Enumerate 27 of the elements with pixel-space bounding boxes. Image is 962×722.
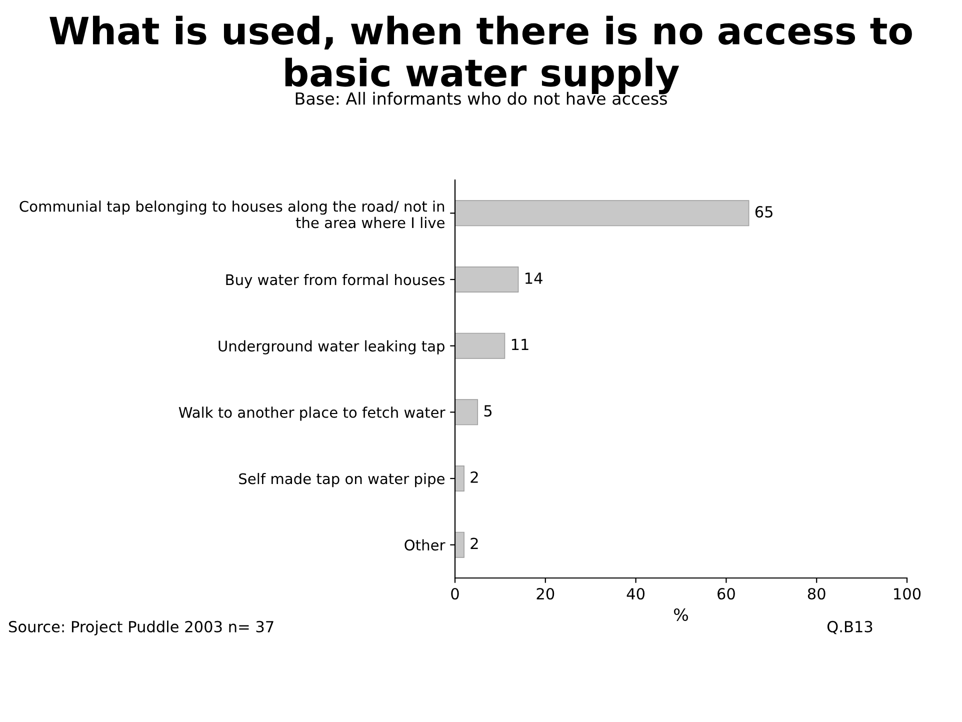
- y-tick-label: Buy water from formal houses: [226, 274, 445, 288]
- x-tick-label: 40: [626, 588, 645, 600]
- data-label: 2: [470, 471, 478, 483]
- source-note: Source: Project Puddle 2003 n= 37: [9, 620, 274, 636]
- data-label: 14: [526, 272, 542, 284]
- data-label: 11: [512, 338, 528, 350]
- y-tick-label: Self made tap on water pipe: [239, 472, 444, 488]
- x-tick-label: 80: [808, 588, 826, 600]
- y-tick-label: Communial tap belonging to houses along the road/ not in the area where I live: [20, 200, 444, 228]
- x-tick-label: 60: [718, 588, 735, 600]
- y-tick-label: Other: [404, 539, 446, 551]
- bar: [455, 332, 506, 359]
- bar: [455, 465, 464, 492]
- y-tick-label: Underground water leaking tap: [218, 340, 444, 354]
- x-tick-label: 20: [536, 588, 554, 600]
- bar: [455, 200, 750, 226]
- x-axis-title: %: [674, 608, 688, 621]
- text: Q.B13: [827, 620, 872, 634]
- bar: [455, 266, 519, 293]
- data-label: 65: [755, 206, 772, 218]
- bar: [455, 532, 464, 558]
- data-label: 5: [484, 405, 492, 417]
- x-tick-label: 0: [451, 588, 459, 600]
- y-tick-label: Walk to another place to fetch water: [178, 406, 446, 421]
- x-tick-label: 100: [894, 588, 921, 600]
- bar: [455, 399, 478, 426]
- data-label: 2: [470, 538, 478, 550]
